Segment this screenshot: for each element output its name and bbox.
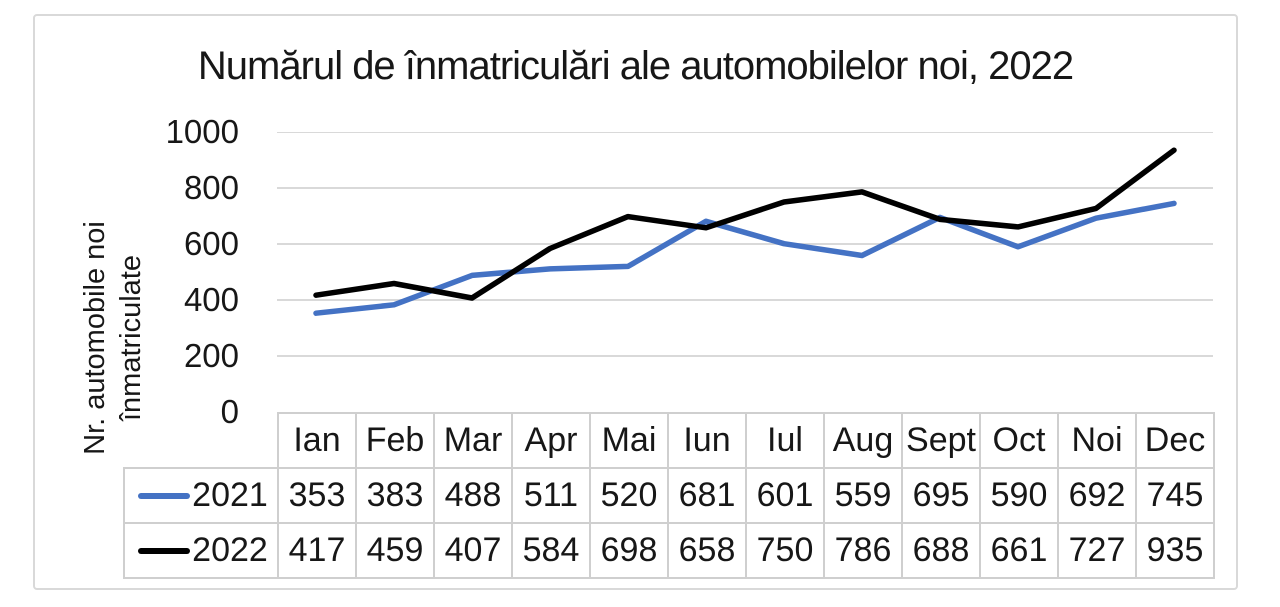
month-header-cell: Apr	[511, 412, 591, 469]
data-table-wrap: Ian Feb Mar Apr Mai Iun Iul Aug Sept Oct Noi Dec 202…	[123, 412, 1215, 579]
legend-cell-2022: 2022	[123, 522, 279, 579]
month-header-cell: Oct	[979, 412, 1059, 469]
value-cell: 698	[589, 522, 669, 579]
legend-cell-2021: 2021	[123, 467, 279, 524]
table-row-2021: 2021 353 383 488 511 520 681 601 559 695 590 692 745	[123, 467, 1215, 524]
legend-line-swatch-2022	[138, 547, 191, 554]
value-cell: 590	[979, 467, 1059, 524]
month-header-cell: Sept	[901, 412, 981, 469]
month-header-cell: Mai	[589, 412, 669, 469]
value-cell: 688	[901, 522, 981, 579]
value-cell: 658	[667, 522, 747, 579]
month-header-cell: Aug	[823, 412, 903, 469]
value-cell: 417	[277, 522, 357, 579]
y-tick-label: 200	[183, 337, 239, 374]
plot-svg	[277, 132, 1213, 357]
value-cell: 681	[667, 467, 747, 524]
y-tick-label: 800	[183, 169, 239, 206]
month-header-cell: Feb	[355, 412, 435, 469]
value-cell: 584	[511, 522, 591, 579]
series-line-2021	[313, 200, 1177, 316]
legend-line-swatch-2021	[138, 492, 191, 499]
month-header-cell: Iul	[745, 412, 825, 469]
table-corner-cell	[124, 413, 278, 468]
figure-frame: Numărul de înmatriculări ale automobilel…	[33, 14, 1238, 590]
y-tick-label: 0	[220, 393, 239, 430]
month-header-cell: Noi	[1057, 412, 1137, 469]
value-cell: 750	[745, 522, 825, 579]
month-header-cell: Ian	[277, 412, 357, 469]
y-tick-label: 600	[183, 225, 239, 262]
month-header-cell: Mar	[433, 412, 513, 469]
series-line-2022	[313, 147, 1177, 301]
y-tick-label: 400	[183, 281, 239, 318]
value-cell: 353	[277, 467, 357, 524]
month-header-cell: Iun	[667, 412, 747, 469]
month-header-cell: Dec	[1135, 412, 1215, 469]
value-cell: 559	[823, 467, 903, 524]
table-header-row: Ian Feb Mar Apr Mai Iun Iul Aug Sept Oct Noi Dec	[124, 412, 1215, 469]
data-table: Ian Feb Mar Apr Mai Iun Iul Aug Sept Oct Noi Dec 202…	[123, 412, 1215, 579]
value-cell: 695	[901, 467, 981, 524]
value-cell: 692	[1057, 467, 1137, 524]
value-cell: 383	[355, 467, 435, 524]
chart-title: Numărul de înmatriculări ale automobilel…	[197, 44, 1074, 88]
legend-key-2021: 2021	[129, 476, 276, 515]
value-cell: 745	[1135, 467, 1215, 524]
value-cell: 786	[823, 522, 903, 579]
legend-key-2022: 2022	[129, 531, 276, 570]
legend-series-name: 2021	[192, 476, 268, 514]
value-cell: 407	[433, 522, 513, 579]
value-cell: 511	[511, 467, 591, 524]
value-cell: 601	[745, 467, 825, 524]
legend-series-name: 2022	[192, 531, 268, 569]
value-cell: 488	[433, 467, 513, 524]
y-tick-label: 1000	[165, 113, 239, 150]
value-cell: 727	[1057, 522, 1137, 579]
y-axis-tick-labels: 0 200 400 600 800 1000	[35, 113, 239, 430]
value-cell: 459	[355, 522, 435, 579]
value-cell: 520	[589, 467, 669, 524]
value-cell: 935	[1135, 522, 1215, 579]
table-row-2022: 2022 417 459 407 584 698 658 750 786 688 661 727 935	[123, 522, 1215, 579]
value-cell: 661	[979, 522, 1059, 579]
